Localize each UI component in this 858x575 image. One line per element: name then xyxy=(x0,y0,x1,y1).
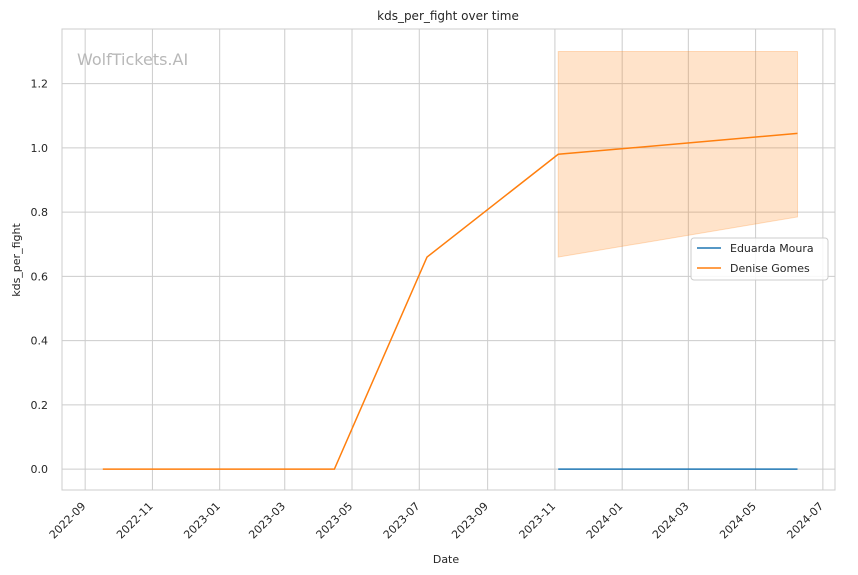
y-tick-label: 0.4 xyxy=(31,335,49,348)
confidence-bands xyxy=(557,50,799,258)
legend-label-eduarda-moura: Eduarda Moura xyxy=(730,242,814,255)
watermark: WolfTickets.AI xyxy=(77,50,188,69)
y-tick-label: 0.6 xyxy=(31,270,49,283)
x-axis-label: Date xyxy=(433,553,460,566)
y-tick-labels: 0.0 0.2 0.4 0.6 0.8 1.0 1.2 xyxy=(31,78,49,477)
band-denise-gomes xyxy=(557,50,799,258)
y-tick-label: 1.2 xyxy=(31,78,49,91)
y-axis-label: kds_per_fight xyxy=(10,223,23,297)
y-tick-label: 1.0 xyxy=(31,142,49,155)
y-tick-label: 0.8 xyxy=(31,206,49,219)
y-tick-label: 0.2 xyxy=(31,399,49,412)
legend-label-denise-gomes: Denise Gomes xyxy=(730,262,810,275)
series-lines xyxy=(102,132,798,470)
axes-frame xyxy=(61,28,836,491)
y-tick-label: 0.0 xyxy=(31,463,49,476)
legend-box xyxy=(690,237,829,281)
legend: Eduarda Moura Denise Gomes xyxy=(690,237,829,281)
line-denise-gomes xyxy=(102,132,798,470)
chart-title: kds_per_fight over time xyxy=(377,9,519,23)
